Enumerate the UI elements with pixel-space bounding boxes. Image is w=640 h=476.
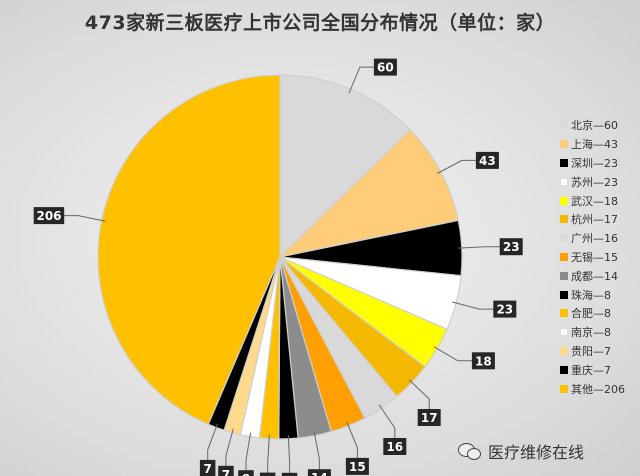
leader-line [348,66,374,94]
data-label-box [345,457,369,475]
data-label-box [417,409,441,426]
data-label: 16 [386,440,403,454]
legend-swatch [560,196,568,205]
data-label-box [259,472,276,476]
legend-label: 重庆—7 [571,363,611,377]
leader-line [378,404,396,438]
legend-label: 深圳—23 [571,156,618,170]
legend-label: 杭州—17 [571,213,618,227]
data-label: 8 [242,472,250,476]
data-label: 206 [36,209,61,223]
data-label-box [199,459,216,476]
legend-label: 贵阳—7 [571,344,611,358]
legend-item: 珠海—8 [560,285,638,304]
leader-line [436,159,476,174]
legend-swatch [560,252,568,261]
legend-swatch [560,234,568,243]
data-label: 43 [479,154,496,168]
legend-item: 贵阳—7 [560,342,638,361]
data-label-box [33,207,65,225]
legend-swatch [560,140,568,149]
data-label: 7 [204,462,212,476]
legend-swatch [560,384,568,393]
data-label-box [238,470,254,476]
data-label-box [493,300,517,318]
data-labels: 60 43 23 23 18 17 16 15 14 8 8 8 7 7 206 [33,58,523,476]
legend-swatch [560,271,568,280]
data-label: 17 [421,411,438,425]
legend-swatch [560,346,568,355]
legend-label: 武汉—18 [571,194,618,208]
leader-line [225,428,234,466]
legend-item: 苏州—23 [560,172,638,191]
data-label: 18 [475,354,492,368]
legend-item: 杭州—17 [560,210,638,229]
legend-item: 重庆—7 [560,360,638,379]
data-label: 15 [349,460,366,474]
data-label-box [281,472,298,476]
leader-line [452,301,494,310]
data-label: 23 [496,303,513,317]
data-label: 7 [222,468,230,476]
watermark-text: 医疗维修在线 [488,443,585,462]
legend-label: 其他—206 [571,382,625,396]
legend-swatch [560,290,568,299]
legend-item: 上海—43 [560,135,638,154]
legend-item: 武汉—18 [560,191,638,210]
data-label-box [499,238,523,256]
legend-swatch [560,121,568,130]
legend-swatch [560,158,568,167]
chart-legend: 北京—60 上海—43 深圳—23 苏州—23 武汉—18 杭州—17 广州—16 无锡—15… [560,116,638,398]
leader-line [346,421,358,458]
legend-item: 其他—206 [560,379,638,398]
legend-item: 深圳—23 [560,154,638,173]
leader-line [408,379,430,409]
data-label: 14 [311,471,328,476]
legend-swatch [560,328,568,337]
wechat-icon [458,441,482,461]
data-label: 23 [503,240,520,254]
leader-line [207,423,218,460]
legend-label: 无锡—15 [571,250,618,264]
data-label-box [218,465,234,476]
chart-title: 473家新三板医疗上市公司全国分布情况（单位：家） [84,12,556,34]
leader-line [457,246,500,249]
legend-label: 合肥—8 [571,307,611,321]
legend-item: 南京—8 [560,323,638,342]
data-label: 8 [264,475,272,476]
leader-line [313,431,320,470]
data-label-box [471,352,495,370]
leader-line [267,434,270,473]
legend-item: 成都—14 [560,266,638,285]
legend-label: 成都—14 [571,269,618,283]
leader-line [245,432,252,471]
legend-item: 无锡—15 [560,248,638,267]
legend-item: 合肥—8 [560,304,638,323]
legend-label: 广州—16 [571,232,618,246]
legend-label: 北京—60 [571,119,618,133]
data-label: 60 [377,61,394,75]
leader-line [433,346,472,362]
pie-slices [97,74,463,440]
legend-item: 广州—16 [560,229,638,248]
legend-label: 上海—43 [571,138,618,152]
legend-swatch [560,215,568,224]
watermark: 医疗维修在线 [458,436,584,466]
data-label-box [373,58,397,76]
legend-item: 北京—60 [560,116,638,135]
leader-line [64,215,106,222]
legend-swatch [560,177,568,186]
data-label-box [475,151,499,169]
legend-label: 南京—8 [571,326,611,340]
legend-label: 苏州—23 [571,175,618,189]
data-label: 8 [285,475,293,476]
data-label-box [307,469,331,476]
legend-swatch [560,365,568,374]
leader-lines [64,66,500,473]
legend-label: 珠海—8 [571,288,611,302]
legend-swatch [560,309,568,318]
leader-line [287,434,291,473]
data-label-box [383,438,407,455]
